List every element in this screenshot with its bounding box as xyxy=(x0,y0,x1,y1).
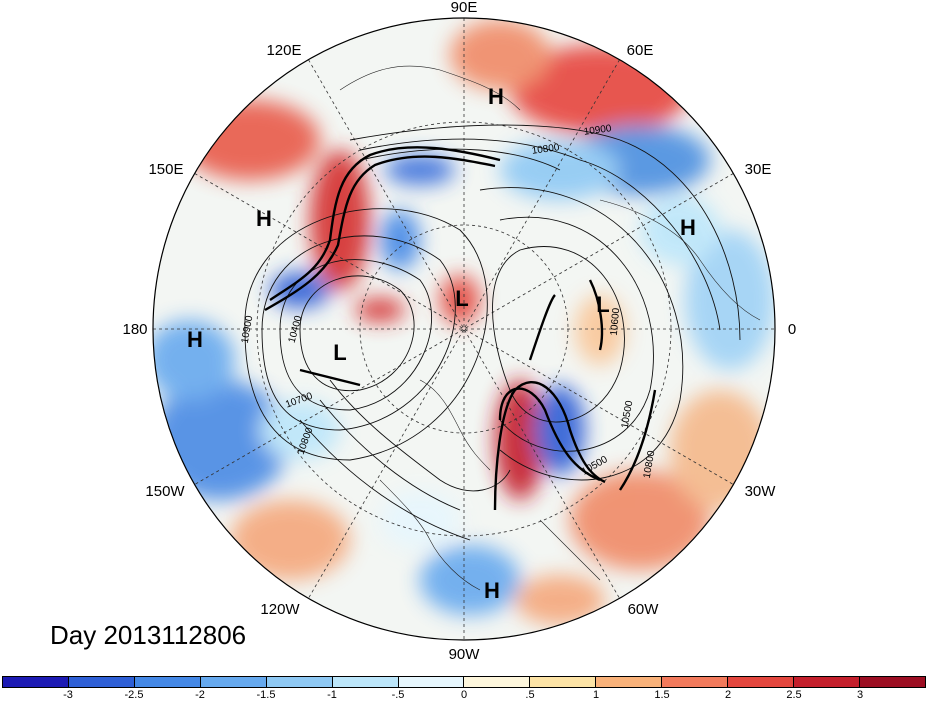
lon-label-120e: 120E xyxy=(266,42,301,59)
date-title: Day 2013112806 xyxy=(50,620,247,650)
jet-streaks xyxy=(264,146,657,511)
colorbar-segment xyxy=(464,677,531,687)
contour-label: 10800 xyxy=(642,449,658,479)
pressure-centers: H H H H H L L L xyxy=(187,84,696,603)
contour-label: 10500 xyxy=(620,399,636,429)
lon-label-0: 0 xyxy=(788,321,796,338)
lon-label-180: 180 xyxy=(122,321,147,338)
colorbar-segment xyxy=(134,677,201,687)
lon-label-90w: 90W xyxy=(449,646,481,663)
coastlines xyxy=(339,65,761,591)
colorbar-tick-label: 1.5 xyxy=(654,689,670,701)
contour-labels: 10900 10800 10400 10700 10800 10900 1060… xyxy=(240,123,658,479)
colorbar-segment xyxy=(596,677,663,687)
low-center: L xyxy=(333,340,346,365)
low-center: L xyxy=(596,292,609,317)
lon-label-120w: 120W xyxy=(260,601,300,618)
contour-label: 10900 xyxy=(583,123,613,138)
colorbar-segment xyxy=(728,677,795,687)
longitude-labels: 90E 60E 30E 0 30W 60W 90W 120W 150W 180 … xyxy=(122,0,796,663)
colorbar-segment xyxy=(859,677,925,687)
colorbar-tick-label: -3 xyxy=(63,689,73,701)
lon-label-150e: 150E xyxy=(148,161,183,178)
lon-label-90e: 90E xyxy=(451,0,478,16)
high-center: H xyxy=(680,215,696,240)
colorbar-segment xyxy=(200,677,267,687)
lon-label-30w: 30W xyxy=(745,483,777,500)
colorbar-segment xyxy=(794,677,860,687)
map-border xyxy=(152,17,776,641)
lon-label-60e: 60E xyxy=(627,42,654,59)
low-center: L xyxy=(455,286,468,311)
colorbar-segment xyxy=(266,677,333,687)
colorbar-tick-label: 2.5 xyxy=(786,689,802,701)
colorbar-tick-label: 1 xyxy=(592,689,600,701)
lon-label-30e: 30E xyxy=(745,161,772,178)
high-center: H xyxy=(256,206,272,231)
contour-label: 10900 xyxy=(240,314,256,344)
colorbar-tick-label: -2 xyxy=(195,689,205,701)
colorbar-segment xyxy=(332,677,399,687)
colorbar-tick-label: 0 xyxy=(460,689,468,701)
colorbar xyxy=(2,676,926,688)
colorbar-tick-label: -1 xyxy=(327,689,337,701)
colorbar-tick-label: -2.5 xyxy=(124,689,144,701)
height-contours xyxy=(244,124,741,541)
high-center: H xyxy=(484,578,500,603)
colorbar-segment xyxy=(662,677,729,687)
colorbar-ticks: -3 -2.5 -2 -1.5 -1 -.5 0 .5 1 1.5 2 2.5 3 xyxy=(2,689,926,702)
graticule xyxy=(153,18,775,640)
colorbar-tick-label: -.5 xyxy=(391,689,405,701)
colorbar-segment xyxy=(3,677,69,687)
colorbar-tick-label: 3 xyxy=(856,689,864,701)
contour-label: 10600 xyxy=(609,307,622,336)
high-center: H xyxy=(488,84,504,109)
high-center: H xyxy=(187,327,203,352)
colorbar-tick-label: 2 xyxy=(724,689,732,701)
colorbar-segment xyxy=(68,677,135,687)
colorbar-segment xyxy=(398,677,465,687)
colorbar-tick-label: -1.5 xyxy=(256,689,276,701)
lon-label-60w: 60W xyxy=(628,601,660,618)
colorbar-tick-label: .5 xyxy=(525,689,535,701)
contour-label: 10800 xyxy=(531,142,561,157)
colorbar-segment xyxy=(530,677,597,687)
lon-label-150w: 150W xyxy=(145,483,185,500)
